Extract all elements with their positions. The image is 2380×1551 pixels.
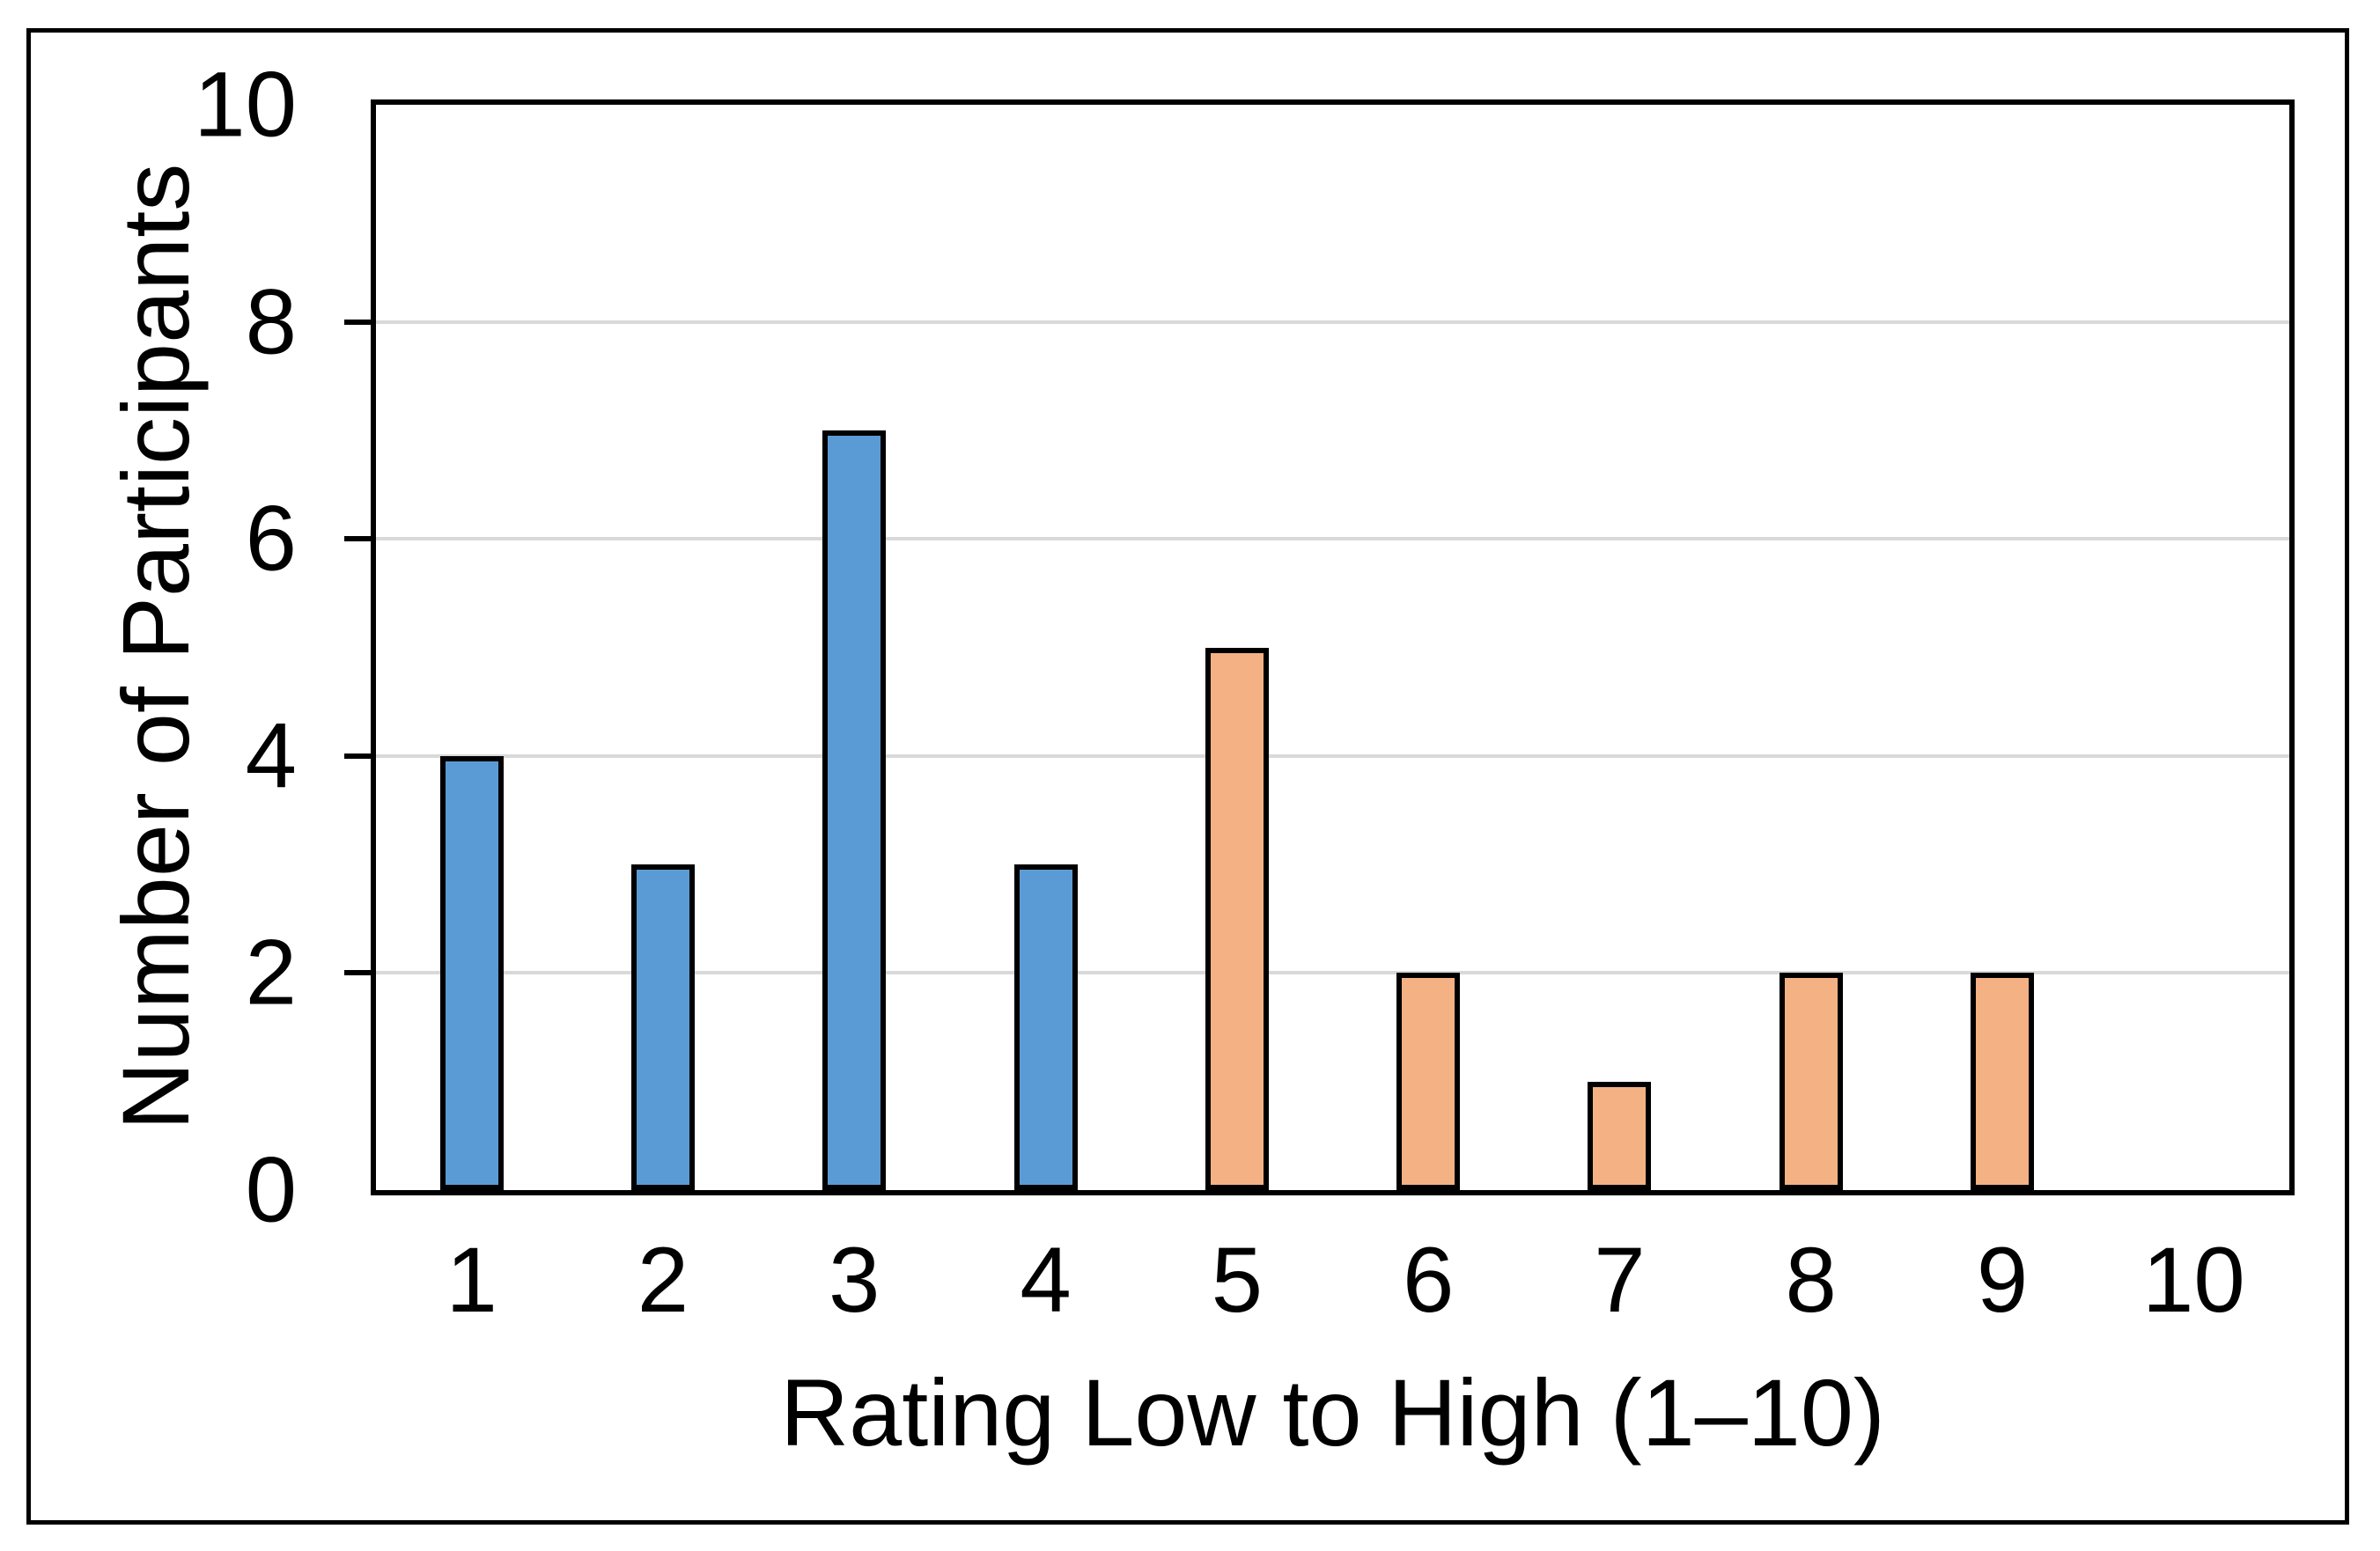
y-tick-label-8: 8 xyxy=(245,270,297,374)
x-tick-label-3: 3 xyxy=(829,1229,881,1332)
bar-rating-8 xyxy=(1779,973,1843,1190)
gridline-6 xyxy=(376,537,2289,541)
gridline-4 xyxy=(376,753,2289,758)
x-tick-label-8: 8 xyxy=(1785,1229,1837,1332)
y-tick-label-10: 10 xyxy=(194,53,297,157)
y-tick-label-6: 6 xyxy=(245,487,297,591)
y-tick-6 xyxy=(344,536,371,542)
x-tick-label-5: 5 xyxy=(1211,1229,1264,1332)
bar-rating-9 xyxy=(1971,973,2035,1190)
outer-border xyxy=(26,28,2349,1525)
y-tick-8 xyxy=(344,319,371,325)
bar-rating-1 xyxy=(439,755,504,1190)
bar-rating-5 xyxy=(1205,647,1269,1190)
bar-rating-6 xyxy=(1396,973,1461,1190)
gridline-2 xyxy=(376,971,2289,975)
x-tick-label-9: 9 xyxy=(1976,1229,2029,1332)
bar-rating-3 xyxy=(822,430,887,1190)
x-tick-label-1: 1 xyxy=(446,1229,497,1332)
y-tick-4 xyxy=(344,753,371,759)
x-tick-label-7: 7 xyxy=(1594,1229,1646,1332)
gridline-8 xyxy=(376,320,2289,324)
bar-rating-7 xyxy=(1588,1081,1652,1190)
bar-rating-4 xyxy=(1013,864,1078,1190)
x-tick-label-4: 4 xyxy=(1020,1229,1072,1332)
y-tick-label-2: 2 xyxy=(245,921,297,1025)
x-axis-title: Rating Low to High (1–10) xyxy=(780,1359,1885,1466)
y-tick-2 xyxy=(344,970,371,976)
x-tick-label-2: 2 xyxy=(637,1229,689,1332)
bar-rating-2 xyxy=(630,864,695,1190)
x-tick-label-10: 10 xyxy=(2141,1229,2245,1332)
y-tick-label-0: 0 xyxy=(245,1138,297,1242)
plot-area: 0 2 4 6 8 10 1 2 3 4 5 6 7 8 9 10 Rating Low to High (… xyxy=(102,59,2295,1460)
y-axis-title: Number of Participants xyxy=(102,163,209,1131)
y-tick-label-4: 4 xyxy=(245,704,297,808)
x-tick-label-6: 6 xyxy=(1402,1229,1455,1332)
